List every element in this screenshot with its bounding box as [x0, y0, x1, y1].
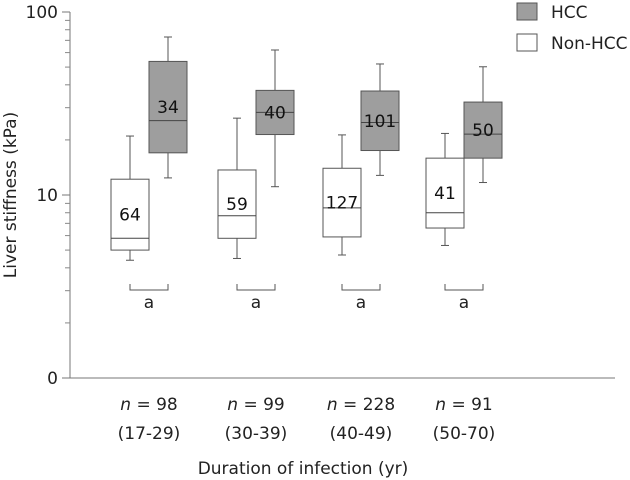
- y-tick-label: 0: [47, 369, 58, 389]
- box-count-label: 59: [226, 195, 248, 215]
- n-symbol: n: [227, 395, 238, 415]
- box-count-label: 64: [119, 206, 141, 226]
- hcc-box: [463, 101, 503, 159]
- n-symbol: n: [120, 395, 131, 415]
- n-value: = 228: [338, 395, 396, 415]
- group-n-label: n = 91: [435, 395, 492, 415]
- box-count-label: 34: [157, 98, 179, 118]
- box-count-label: 41: [434, 184, 456, 204]
- group-range-label: (50-70): [433, 424, 496, 444]
- x-axis-title: Duration of infection (yr): [198, 459, 409, 479]
- n-value: = 99: [238, 395, 285, 415]
- hcc-box: [148, 60, 188, 154]
- group-range-label: (30-39): [225, 424, 288, 444]
- group-n-label: n = 99: [227, 395, 284, 415]
- significance-label: a: [459, 293, 469, 313]
- box-count-label: 50: [472, 121, 494, 141]
- group-n-label: n = 98: [120, 395, 177, 415]
- group-range-label: (40-49): [330, 424, 393, 444]
- significance-label: a: [251, 293, 261, 313]
- box-count-label: 40: [264, 103, 286, 123]
- y-tick-label: 10: [36, 186, 58, 206]
- n-symbol: n: [435, 395, 446, 415]
- box-count-label: 127: [326, 194, 358, 214]
- n-value: = 98: [131, 395, 178, 415]
- legend-swatch-non-hcc: [516, 33, 538, 52]
- significance-bracket: [236, 284, 276, 291]
- group-range-label: (17-29): [118, 424, 181, 444]
- group-n-label: n = 228: [327, 395, 395, 415]
- significance-label: a: [144, 293, 154, 313]
- legend-label-hcc: HCC: [551, 3, 588, 23]
- legend-label-non-hcc: Non-HCC: [551, 34, 628, 54]
- y-tick-label: 100: [26, 3, 58, 23]
- significance-bracket: [444, 284, 484, 291]
- significance-label: a: [356, 293, 366, 313]
- box-count-label: 101: [364, 112, 396, 132]
- n-value: = 91: [446, 395, 493, 415]
- hcc-box: [360, 90, 400, 152]
- non-hcc-box: [217, 169, 257, 239]
- non-hcc-box: [322, 167, 362, 238]
- non-hcc-box: [425, 157, 465, 229]
- legend-swatch-hcc: [516, 2, 538, 21]
- significance-bracket: [341, 284, 381, 291]
- y-axis-title: Liver stiffness (kPa): [1, 112, 21, 278]
- n-symbol: n: [327, 395, 338, 415]
- significance-bracket: [129, 284, 169, 291]
